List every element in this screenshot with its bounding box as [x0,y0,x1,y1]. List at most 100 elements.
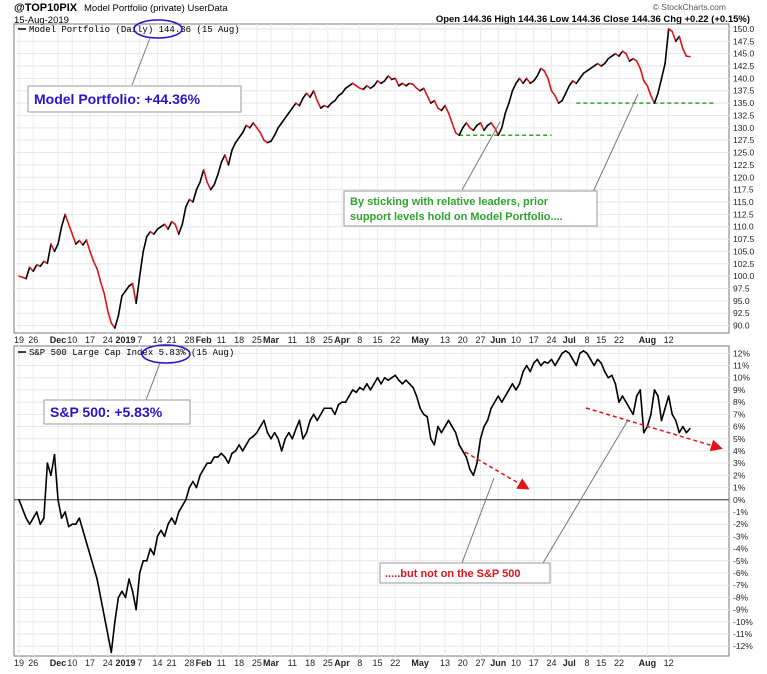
series-segment [110,621,116,654]
value-highlight-portfolio [133,19,183,39]
series-segment [362,85,368,91]
series-segment [85,541,91,556]
series-segment [646,413,652,428]
series-segment [167,220,173,230]
series-segment [287,431,294,440]
series-segment [348,389,354,397]
series-segment [106,633,113,654]
series-segment [334,94,340,102]
x-tick-label: Jul [563,658,576,668]
y-tick-label: 95.0 [733,296,750,306]
x-tick-label: 17 [529,335,539,345]
series-segment [518,370,524,385]
series-segment [653,389,659,397]
y-tick-label: -2% [733,519,749,529]
series-segment [369,383,375,391]
series-segment [568,352,574,361]
series-segment [128,578,134,593]
x-tick-label: Apr [334,658,350,668]
x-tick-label: 15 [373,335,383,345]
pointer-line-sp500-1 [461,477,495,564]
series-segment [256,127,262,134]
x-tick-label: 26 [28,658,38,668]
series-segment [114,314,120,329]
pointer-line-portfolio [131,37,151,86]
x-tick-label: 7 [137,335,142,345]
series-segment [227,149,233,166]
series-segment [96,267,102,283]
series-segment [121,290,127,297]
series-segment [330,407,336,416]
series-segment [568,80,574,87]
series-segment [461,450,468,458]
series-segment [465,122,471,129]
x-tick-label: 27 [475,658,485,668]
series-segment [440,104,446,112]
series-segment [50,453,56,477]
x-tick-label: 25 [323,335,333,345]
series-segment [504,389,510,397]
series-segment [454,431,461,446]
series-segment [60,511,66,519]
x-tick-label: 25 [323,658,333,668]
sp500-line [18,350,691,654]
series-segment [642,80,649,87]
x-tick-label: 22 [614,658,624,668]
series-segment [603,370,610,379]
series-segment [199,169,205,184]
chart-subtitle: Model Portfolio (private) UserData [84,3,228,14]
series-segment [106,309,113,324]
series-segment [89,250,95,263]
series-segment [625,401,631,410]
series-segment [234,444,240,452]
series-segment [309,413,315,422]
series-segment [394,77,400,87]
x-tick-label: 24 [546,335,556,345]
series-segment [241,124,247,134]
series-segment [547,358,553,364]
series-segment [341,87,347,95]
series-segment [124,578,130,599]
chart-date: 15-Aug-2019 [14,15,69,26]
x-tick-label: 21 [167,658,177,668]
series-segment [117,295,123,317]
series-segment [497,395,503,403]
series-segment [185,198,191,208]
series-segment [67,223,74,235]
pointer-line-support-2 [592,93,639,193]
x-tick-label: 10 [67,658,77,668]
series-segment [277,122,283,129]
x-tick-label: Jun [490,658,506,668]
series-segment [433,99,439,109]
series-segment [674,419,681,434]
x-tick-label: 19 [14,335,24,345]
series-segment [192,480,198,489]
annotation-box-sp500 [379,562,551,584]
series-segment [57,225,63,245]
series-segment [227,452,233,464]
trend-arrow-2 [585,407,723,452]
series-segment [408,383,414,389]
y-tick-label: 130.0 [733,123,755,133]
series-segment [85,239,91,253]
series-segment [554,94,560,104]
series-segment [479,425,485,440]
series-segment [305,92,311,98]
x-tick-label: Dec [50,658,67,668]
y-tick-label: 2% [733,470,746,480]
series-segment [472,462,478,477]
series-segment [387,75,393,81]
series-segment [444,419,450,428]
series-segment [89,553,95,568]
series-segment [650,389,656,416]
series-segment [78,239,84,246]
x-tick-label: Feb [196,658,213,668]
series-segment [504,102,510,114]
x-tick-label: 26 [28,335,38,345]
series-segment [515,383,521,391]
top-panel-grid [14,24,729,333]
series-segment [593,358,599,367]
y-tick-label: -9% [733,605,749,615]
annotation-box-support [343,190,598,227]
y-tick-label: -4% [733,544,749,554]
